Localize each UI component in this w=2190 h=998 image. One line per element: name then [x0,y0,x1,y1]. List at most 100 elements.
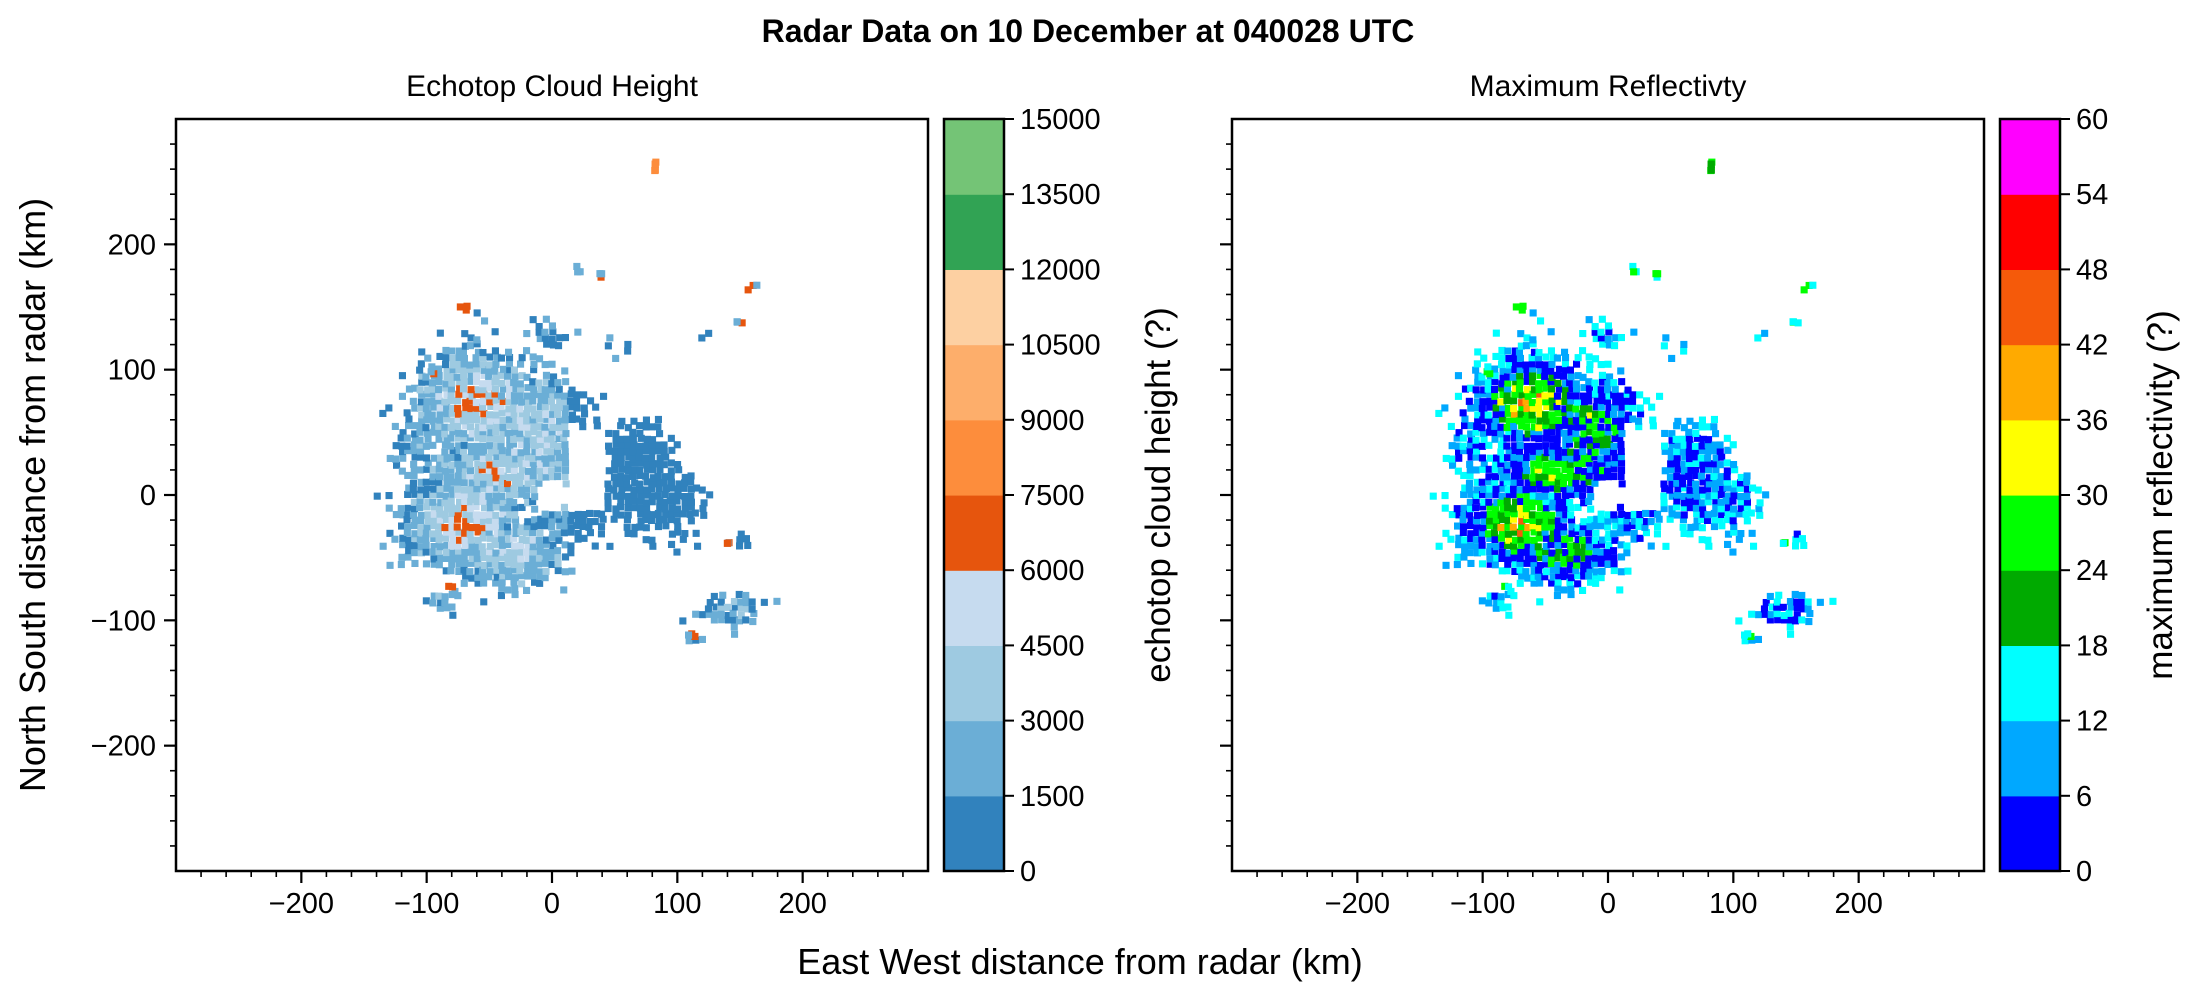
radar-cell [448,486,456,494]
radar-cell [605,485,613,493]
radar-cell [411,430,419,438]
radar-cell [506,380,514,388]
radar-cell [468,430,476,438]
radar-cell [1680,340,1688,348]
radar-cell [1604,335,1612,343]
radar-cell [448,379,456,387]
radar-cell [460,554,468,562]
radar-cell [417,524,425,532]
radar-cell [1661,429,1669,437]
radar-cell [667,434,675,442]
radar-cell [1523,492,1531,500]
radar-cell [453,523,461,531]
radar-cell [466,416,474,424]
radar-cell [1597,515,1605,523]
radar-cell [1536,410,1544,418]
radar-cell [391,422,399,430]
radar-cell [1498,354,1506,362]
radar-cell [386,529,394,537]
radar-cell [1591,323,1599,331]
radar-cell [480,410,488,418]
radar-cell [541,510,549,518]
colorbar-segment [2000,419,2060,496]
radar-cell [467,365,475,373]
radar-cell [1530,442,1538,450]
radar-cell [668,516,676,524]
radar-cell [422,373,430,381]
radar-cell [687,503,695,511]
radar-cell [461,503,469,511]
radar-cell [554,511,562,519]
radar-cell [1710,492,1718,500]
radar-cell [525,398,533,406]
radar-cell [1498,346,1506,354]
radar-cell [1660,505,1668,513]
radar-cell [1466,472,1474,480]
colorbar-tick-label: 10500 [1020,330,1101,362]
radar-cell [1492,460,1500,468]
radar-cell [1524,479,1532,487]
radar-cell [1735,617,1743,625]
radar-cell [409,479,417,487]
radar-cell [1599,467,1607,475]
radar-cell [1547,523,1555,531]
radar-cell [479,524,487,532]
radar-cell [731,630,739,638]
radar-cell [411,522,419,530]
radar-cell [416,504,424,512]
radar-cell [1484,411,1492,419]
radar-cell [1681,453,1689,461]
radar-cell [530,421,538,429]
radar-cell [1549,435,1557,443]
radar-cell [1505,404,1513,412]
radar-cell [1587,505,1595,513]
radar-cell [1597,423,1605,431]
radar-cell [462,572,470,580]
radar-cell [1662,334,1670,342]
radar-cell [1629,522,1637,530]
radar-cell [1668,505,1676,513]
radar-cell [1599,536,1607,544]
radar-cell [642,516,650,524]
radar-cell [712,603,720,611]
radar-cell [467,511,475,519]
radar-cell [524,561,532,569]
radar-cell [499,385,507,393]
radar-cell [510,435,518,443]
radar-cell [635,442,643,450]
radar-cell [529,572,537,580]
radar-cell [1459,442,1467,450]
radar-cell [1618,459,1626,467]
radar-cell [605,467,613,475]
radar-cell [443,479,451,487]
radar-cell [586,529,594,537]
radar-cell [467,372,475,380]
radar-cell [1597,574,1605,582]
radar-cell [443,455,451,463]
radar-cell [1617,541,1625,549]
radar-cell [536,568,544,576]
radar-cell [436,404,444,412]
radar-cell [1555,397,1563,405]
radar-cell [1636,391,1644,399]
radar-cell [681,493,689,501]
radar-cell [1480,354,1488,362]
radar-cell [1737,473,1745,481]
radar-cell [411,516,419,524]
radar-cell [430,485,438,493]
radar-cell [1711,460,1719,468]
radar-cell [447,466,455,474]
radar-cell [1535,534,1543,542]
radar-cell [497,529,505,537]
radar-cell [1555,509,1563,517]
radar-cell [448,504,456,512]
radar-cell [506,497,514,505]
radar-cell [1562,497,1570,505]
radar-cell [1617,410,1625,418]
radar-cell [1648,403,1656,411]
x-tick-label: −200 [1325,888,1390,920]
radar-cell [1712,503,1720,511]
radar-cell [456,384,464,392]
radar-cell [529,436,537,444]
radar-cell [1524,554,1532,562]
